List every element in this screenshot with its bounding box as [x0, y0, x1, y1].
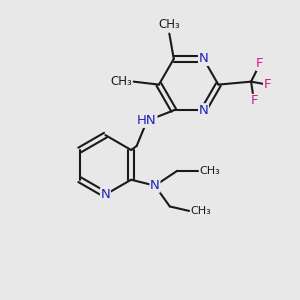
Text: N: N — [100, 188, 110, 201]
Text: N: N — [150, 179, 160, 192]
Text: N: N — [199, 104, 208, 117]
Text: N: N — [199, 52, 208, 65]
Text: F: F — [256, 57, 264, 70]
Text: F: F — [250, 94, 258, 107]
Text: CH₃: CH₃ — [158, 18, 180, 31]
Text: HN: HN — [137, 114, 157, 127]
Text: CH₃: CH₃ — [200, 166, 220, 176]
Text: CH₃: CH₃ — [190, 206, 212, 216]
Text: CH₃: CH₃ — [110, 75, 132, 88]
Text: F: F — [264, 78, 271, 91]
